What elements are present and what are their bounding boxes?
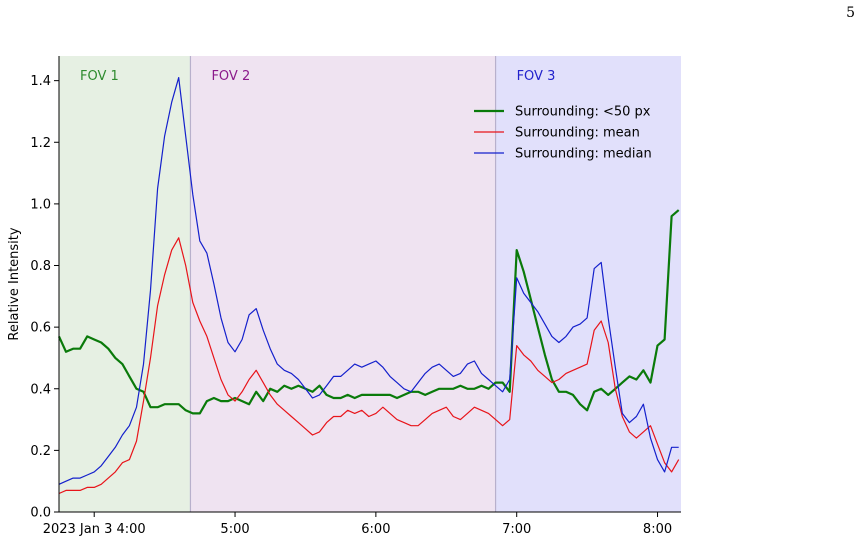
fov-label-2: FOV 2 bbox=[211, 69, 250, 84]
data-series bbox=[57, 77, 680, 495]
x-tick-label: 5:00 bbox=[220, 522, 249, 537]
x-tick-label: 8:00 bbox=[643, 522, 672, 537]
y-tick-label: 1.2 bbox=[30, 136, 51, 151]
series-line-3 bbox=[58, 77, 679, 485]
fov-region-2 bbox=[190, 56, 496, 512]
legend: Surrounding: <50 px Surrounding: mean Surr… bbox=[474, 105, 652, 162]
page-number: 5 bbox=[846, 5, 855, 21]
y-tick-label: 0.0 bbox=[30, 506, 51, 521]
y-tick-label: 1.0 bbox=[30, 197, 51, 212]
y-tick-label: 0.6 bbox=[30, 321, 51, 336]
legend-label-3: Surrounding: median bbox=[515, 147, 652, 162]
legend-label-1: Surrounding: <50 px bbox=[515, 105, 651, 120]
series-line-1 bbox=[57, 209, 680, 415]
fov-region-3 bbox=[495, 56, 681, 512]
x-tick-label: 2023 Jan 3 4:00 bbox=[43, 522, 146, 537]
y-tick-label: 0.2 bbox=[30, 444, 51, 459]
legend-label-2: Surrounding: mean bbox=[515, 126, 640, 141]
y-tick-label: 1.4 bbox=[30, 74, 51, 89]
y-axis-label: Relative Intensity bbox=[7, 227, 22, 340]
y-tick-label: 0.4 bbox=[30, 382, 51, 397]
fov-label-3: FOV 3 bbox=[517, 69, 556, 84]
fov-regions: FOV 1 FOV 2 FOV 3 bbox=[59, 56, 681, 512]
fov-region-1 bbox=[59, 56, 191, 512]
series-line-2 bbox=[58, 237, 680, 495]
x-tick-label: 6:00 bbox=[361, 522, 390, 537]
y-tick-label: 0.8 bbox=[30, 259, 51, 274]
axes: 0.0 0.2 0.4 0.6 0.8 1.0 1.2 1.4 2023 Jan 3 4:00 5… bbox=[30, 56, 681, 537]
x-tick-label: 7:00 bbox=[502, 522, 531, 537]
fov-label-1: FOV 1 bbox=[80, 69, 119, 84]
